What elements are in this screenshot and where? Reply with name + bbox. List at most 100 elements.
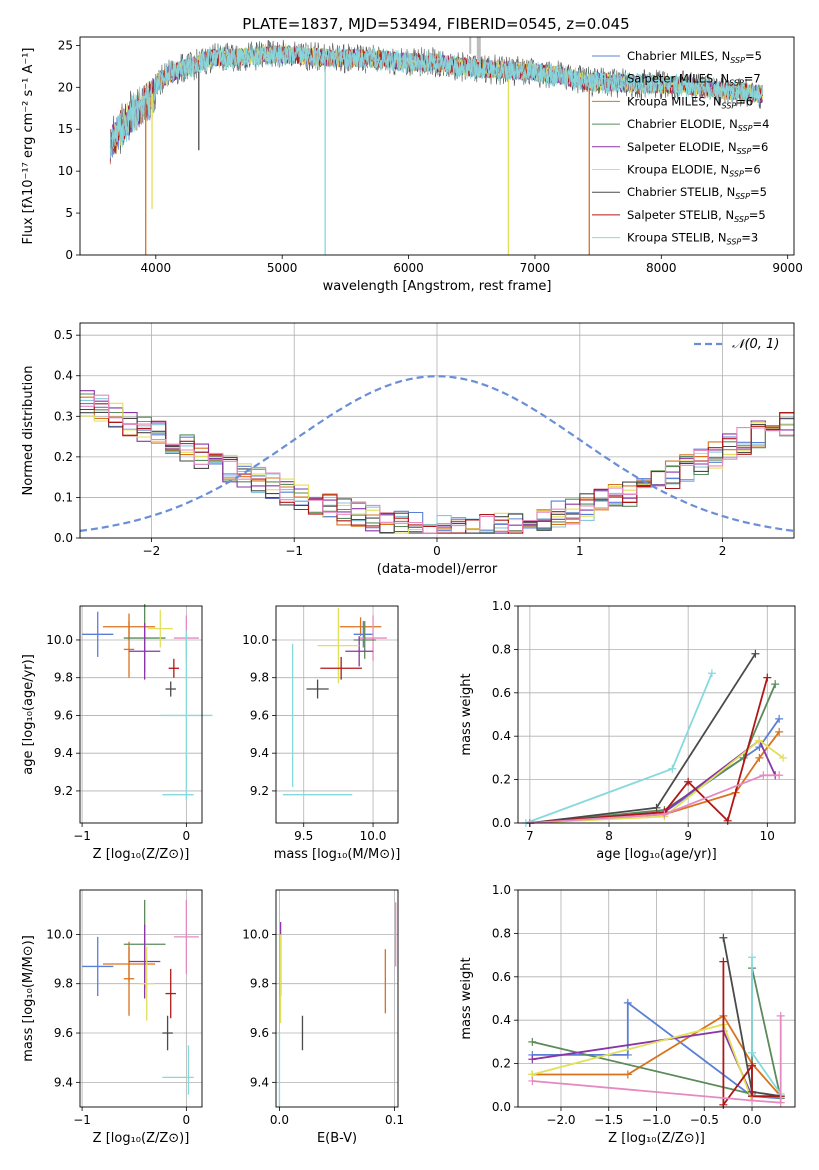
series-marker bbox=[623, 998, 632, 1007]
y-tick-label: 9.8 bbox=[250, 671, 269, 685]
x-tick-label: 0.0 bbox=[742, 1113, 761, 1127]
y-axis-label: Flux [fλ10⁻¹⁷ erg cm⁻² s⁻¹ A⁻¹] bbox=[21, 48, 36, 245]
x-tick-label: 1 bbox=[576, 544, 584, 558]
series-marker bbox=[623, 1070, 632, 1079]
y-tick-label: 0.4 bbox=[492, 729, 511, 743]
legend-entry: Kroupa STELIB, NSSP=3 bbox=[627, 231, 758, 247]
y-tick-label: 9.8 bbox=[250, 977, 269, 991]
age-vs-z-panel: −1 0 9.2 9.4 9.6 9.8 10.0 Z [log₁₀(Z/Z⊙)] age [l… bbox=[21, 604, 213, 862]
axes-frame bbox=[517, 605, 796, 824]
y-tick-label: 9.8 bbox=[54, 671, 73, 685]
series-marker bbox=[684, 777, 693, 786]
y-tick-label: 9.4 bbox=[54, 1075, 73, 1089]
y-tick-label: 9.6 bbox=[250, 1026, 269, 1040]
x-tick-label: 5000 bbox=[267, 261, 298, 275]
legend-entry: Salpeter STELIB, NSSP=5 bbox=[627, 208, 766, 224]
y-tick-label: 0.1 bbox=[54, 490, 73, 504]
y-tick-label: 10.0 bbox=[242, 633, 269, 647]
y-tick-label: 9.4 bbox=[250, 1075, 269, 1089]
series-marker bbox=[755, 736, 764, 745]
spectrum-line-kroupa-stelib bbox=[109, 43, 763, 159]
x-tick-label: 10.0 bbox=[360, 829, 387, 843]
series-marker bbox=[776, 1098, 785, 1107]
y-tick-label: 1.0 bbox=[492, 883, 511, 897]
x-tick-label: 0 bbox=[183, 829, 191, 843]
series-marker bbox=[719, 1100, 728, 1109]
y-tick-label: 15 bbox=[58, 122, 73, 136]
series-marker bbox=[719, 957, 728, 966]
series-line-chabrier-elodie bbox=[529, 683, 777, 824]
x-tick-label: 8 bbox=[605, 829, 613, 843]
x-tick-label: 9.5 bbox=[294, 829, 313, 843]
series-marker bbox=[776, 1011, 785, 1020]
x-axis-label: E(B-V) bbox=[317, 1131, 357, 1146]
y-tick-label: 0.8 bbox=[492, 926, 511, 940]
x-tick-label: −1.0 bbox=[642, 1113, 671, 1127]
x-tick-label: −1 bbox=[73, 829, 91, 843]
legend-entry: 𝒩(0, 1) bbox=[732, 337, 779, 352]
legend-entry: Salpeter MILES, NSSP=7 bbox=[627, 72, 761, 88]
series-marker bbox=[748, 1048, 757, 1057]
series-marker bbox=[755, 753, 764, 762]
series-line-kroupa-stelib bbox=[751, 957, 782, 1095]
x-tick-label: 6000 bbox=[393, 261, 424, 275]
series-marker bbox=[775, 727, 784, 736]
x-axis-label: (data-model)/error bbox=[377, 562, 498, 577]
series-line-salpeter-stelib bbox=[529, 677, 769, 824]
y-tick-label: 9.4 bbox=[54, 746, 73, 760]
x-tick-label: 7 bbox=[526, 829, 534, 843]
x-tick-label: 0 bbox=[183, 1113, 191, 1127]
legend-entry: Salpeter ELODIE, NSSP=6 bbox=[627, 140, 768, 156]
axes-frame bbox=[275, 605, 399, 824]
axes-frame bbox=[79, 36, 795, 256]
x-tick-label: 8000 bbox=[646, 261, 677, 275]
series-line-kroupa-elodie bbox=[532, 1023, 753, 1101]
x-tick-label: 0.0 bbox=[270, 1113, 289, 1127]
histogram-panel: −2 −1 0 1 2 0.0 0.1 0.2 0.3 0.4 0.5 (data-model)/er… bbox=[21, 322, 795, 577]
legend-entry: Chabrier ELODIE, NSSP=4 bbox=[627, 117, 769, 133]
series-line-kroupa-elodie bbox=[529, 739, 784, 824]
x-axis-label: Z [log₁₀(Z/Z⊙)] bbox=[93, 1131, 190, 1146]
series-marker bbox=[723, 816, 732, 825]
y-tick-label: 0.6 bbox=[492, 970, 511, 984]
y-tick-label: 0.5 bbox=[54, 328, 73, 342]
figure-title: PLATE=1837, MJD=53494, FIBERID=0545, z=0… bbox=[242, 15, 629, 33]
series-marker bbox=[652, 803, 661, 812]
y-tick-label: 9.8 bbox=[54, 977, 73, 991]
histogram-pink bbox=[80, 394, 794, 534]
y-tick-label: 0.2 bbox=[54, 450, 73, 464]
y-axis-label: mass weight bbox=[459, 673, 474, 755]
massweight-vs-z-panel: −2.0 −1.5 −1.0 −0.5 0.0 0.0 0.2 0.4 0.6 0.8 1.0 Z [… bbox=[459, 883, 796, 1146]
y-tick-label: 0.4 bbox=[54, 369, 73, 383]
y-axis-label: Normed distribution bbox=[21, 366, 36, 496]
legend-entry: Chabrier STELIB, NSSP=5 bbox=[627, 185, 767, 201]
y-axis-label: age [log₁₀(age/yr)] bbox=[21, 654, 36, 775]
x-axis-label: Z [log₁₀(Z/Z⊙)] bbox=[608, 1131, 705, 1146]
series-marker bbox=[668, 764, 677, 773]
mass-vs-ebv-panel: 0.0 0.1 9.4 9.6 9.8 10.0 E(B-V) bbox=[242, 889, 404, 1146]
y-tick-label: 9.6 bbox=[54, 708, 73, 722]
y-tick-label: 0.2 bbox=[492, 1057, 511, 1071]
spectrum-sky-line bbox=[469, 37, 472, 54]
spectrum-lines bbox=[109, 37, 763, 255]
y-tick-label: 9.2 bbox=[54, 784, 73, 798]
x-tick-label: 9 bbox=[684, 829, 692, 843]
axes-frame bbox=[79, 889, 203, 1108]
y-tick-label: 0.0 bbox=[54, 531, 73, 545]
legend-entry: Kroupa ELODIE, NSSP=6 bbox=[627, 163, 761, 179]
y-tick-label: 20 bbox=[58, 80, 73, 94]
x-tick-label: 0.1 bbox=[385, 1113, 404, 1127]
y-tick-label: 9.2 bbox=[250, 784, 269, 798]
series-marker bbox=[779, 753, 788, 762]
x-tick-label: −1 bbox=[285, 544, 303, 558]
x-tick-label: −2 bbox=[143, 544, 161, 558]
series-marker bbox=[707, 669, 716, 678]
x-tick-label: 9000 bbox=[772, 261, 803, 275]
series-marker bbox=[771, 680, 780, 689]
y-tick-label: 9.4 bbox=[250, 746, 269, 760]
x-tick-label: −1.5 bbox=[594, 1113, 623, 1127]
x-tick-label: 4000 bbox=[141, 261, 172, 275]
y-tick-label: 0.3 bbox=[54, 409, 73, 423]
series-marker bbox=[751, 649, 760, 658]
series-marker bbox=[775, 771, 784, 780]
